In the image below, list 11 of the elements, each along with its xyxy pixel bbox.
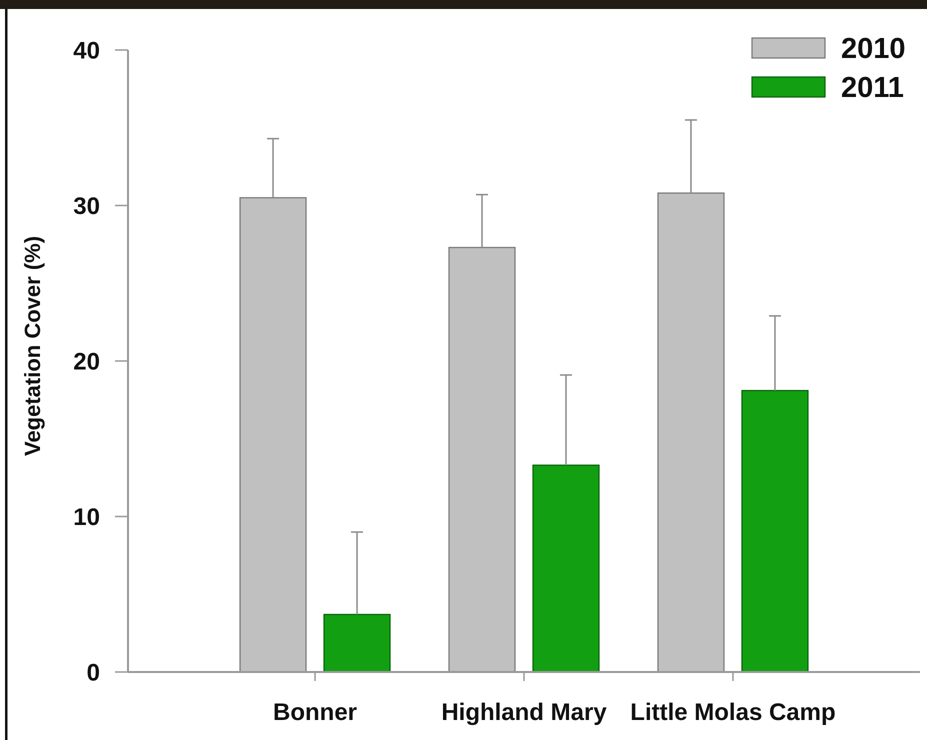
x-tick-label: Little Molas Camp [630, 699, 836, 726]
y-axis-title: Vegetation Cover (%) [20, 236, 45, 456]
y-tick-label: 30 [73, 192, 100, 220]
x-tick-label: Highland Mary [441, 699, 608, 726]
y-tick-label: 20 [73, 348, 100, 376]
legend-label: 2011 [841, 72, 904, 104]
x-tick-label: Bonner [273, 699, 358, 726]
y-tick-label: 0 [86, 659, 100, 686]
legend-label: 2010 [841, 33, 906, 65]
y-tick-label: 40 [73, 37, 100, 64]
y-tick-label: 10 [73, 504, 100, 531]
